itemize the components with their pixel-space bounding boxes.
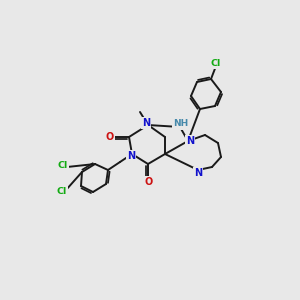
Text: NH: NH (173, 119, 189, 128)
Text: Cl: Cl (211, 58, 221, 68)
Text: O: O (106, 132, 114, 142)
Text: N: N (127, 151, 135, 161)
Text: Cl: Cl (58, 160, 68, 169)
Text: N: N (142, 118, 150, 128)
Text: N: N (194, 168, 202, 178)
Text: Cl: Cl (57, 187, 67, 196)
Text: O: O (145, 177, 153, 187)
Text: N: N (186, 136, 194, 146)
